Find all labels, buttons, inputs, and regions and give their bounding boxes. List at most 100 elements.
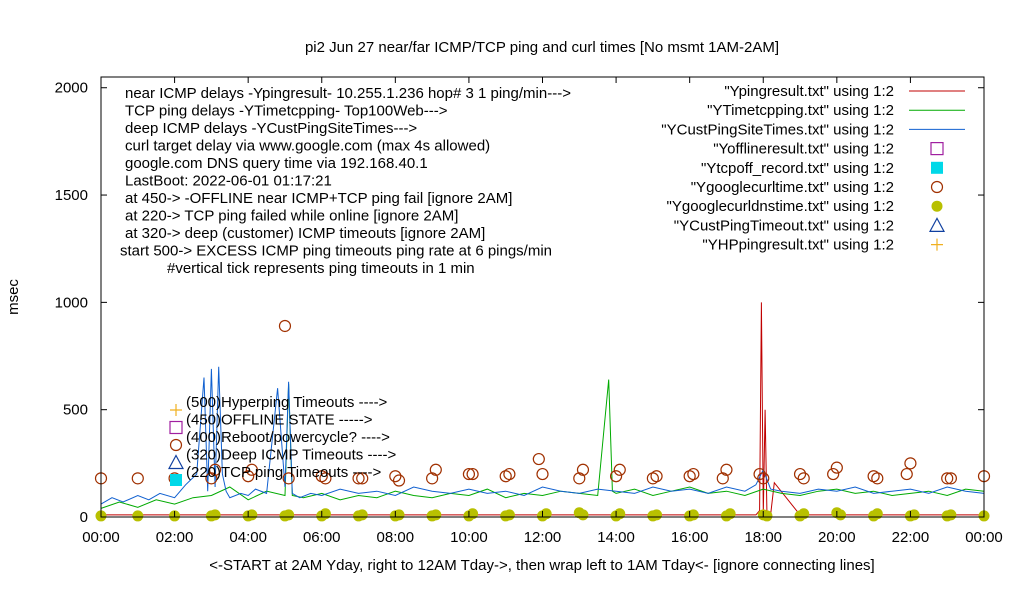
data-point bbox=[650, 470, 663, 483]
legend-label: "YCustPingSiteTimes.txt" using 1:2 bbox=[661, 121, 894, 138]
data-point bbox=[757, 472, 770, 485]
inner-legend-swatch-glyph bbox=[170, 474, 182, 486]
y-tick-label: 500 bbox=[63, 402, 88, 419]
data-point bbox=[687, 509, 699, 521]
inner-legend-swatch bbox=[170, 404, 182, 416]
inner-legend-swatch-glyph bbox=[169, 420, 183, 435]
x-axis: 00:00 02:00 04:00 06:00 08:00 10:00 12:00 14:00… bbox=[82, 77, 1003, 546]
data-point bbox=[205, 472, 218, 485]
inner-legend-label: (320)Deep ICMP Timeouts ----> bbox=[186, 447, 396, 464]
data-point bbox=[503, 467, 516, 481]
series-line-1 bbox=[100, 379, 985, 509]
x-tick-label: 04:00 bbox=[229, 529, 267, 546]
data-point bbox=[430, 509, 442, 521]
x-tick-label: 14:00 bbox=[597, 529, 635, 546]
data-point bbox=[209, 509, 221, 521]
data-point bbox=[687, 467, 700, 481]
x-tick-label: 20:00 bbox=[818, 529, 856, 546]
x-tick-label: 18:00 bbox=[744, 529, 782, 546]
data-point bbox=[131, 472, 144, 485]
data-point bbox=[830, 461, 843, 474]
legend-swatch-glyph bbox=[931, 161, 943, 174]
data-point bbox=[720, 463, 733, 476]
data-point-glyph bbox=[319, 472, 332, 485]
data-point-glyph bbox=[429, 463, 442, 476]
legend-label: "YTimetcpping.txt" using 1:2 bbox=[707, 102, 894, 119]
data-point bbox=[573, 472, 586, 485]
y-tick-label: 1500 bbox=[55, 187, 88, 204]
data-point-glyph bbox=[205, 472, 218, 485]
legend-swatch bbox=[931, 238, 943, 251]
data-point-glyph bbox=[576, 463, 590, 476]
data-point-glyph bbox=[536, 467, 549, 481]
data-point bbox=[724, 508, 736, 520]
inner-legend-label: (220)TCP ping Timeouts ----> bbox=[186, 464, 381, 481]
data-point-glyph bbox=[651, 509, 663, 521]
series-line-2 bbox=[100, 366, 985, 505]
inner-legend-label: (500)Hyperping Timeouts ----> bbox=[186, 394, 388, 411]
data-point bbox=[356, 472, 369, 485]
data-point-glyph bbox=[757, 472, 770, 485]
data-point-glyph bbox=[278, 319, 292, 333]
inner-legend-label: (450)OFFLINE STATE -----> bbox=[186, 412, 373, 429]
data-point-glyph bbox=[941, 472, 954, 485]
legend-swatch bbox=[930, 180, 944, 194]
data-point-glyph bbox=[462, 467, 476, 481]
data-point bbox=[944, 472, 957, 485]
data-point-glyph bbox=[613, 463, 626, 476]
legend-label: "Yofflineresult.txt" using 1:2 bbox=[713, 141, 894, 158]
data-point-glyph bbox=[245, 463, 258, 476]
data-point bbox=[245, 463, 258, 476]
data-point-glyph bbox=[720, 463, 733, 476]
x-tick-label: 10:00 bbox=[450, 529, 488, 546]
note-line: TCP ping delays -YTimetcpping- Top100Web… bbox=[125, 103, 448, 120]
data-point bbox=[798, 508, 810, 520]
data-point bbox=[208, 463, 222, 476]
x-tick-label: 22:00 bbox=[892, 529, 930, 546]
data-point-glyph bbox=[724, 508, 736, 520]
data-point bbox=[945, 509, 957, 521]
data-point-glyph bbox=[716, 472, 729, 485]
data-point-glyph bbox=[532, 452, 545, 466]
data-point-glyph bbox=[466, 467, 479, 481]
data-point-glyph bbox=[835, 509, 847, 521]
data-point-glyph bbox=[871, 508, 883, 520]
note-line: LastBoot: 2022-06-01 01:17:21 bbox=[125, 173, 332, 190]
data-point-glyph bbox=[827, 467, 840, 481]
data-point bbox=[908, 509, 920, 521]
data-point bbox=[462, 467, 476, 481]
inner-legend-label: (400)Reboot/powercycle? ----> bbox=[186, 429, 390, 446]
data-point bbox=[389, 470, 402, 483]
data-point bbox=[835, 509, 847, 521]
data-point bbox=[319, 472, 332, 485]
y-tick-label: 1000 bbox=[55, 294, 88, 311]
x-tick-label: 12:00 bbox=[524, 529, 562, 546]
data-point-glyph bbox=[609, 470, 623, 483]
annotation-notes: near ICMP delays -Ypingresult- 10.255.1.… bbox=[120, 85, 571, 277]
data-point bbox=[793, 467, 807, 481]
data-point bbox=[609, 470, 623, 483]
inner-legend-swatch bbox=[169, 438, 183, 452]
data-point-glyph bbox=[242, 470, 255, 483]
data-point-glyph bbox=[577, 509, 589, 521]
y-tick-label: 2000 bbox=[55, 80, 88, 97]
data-point bbox=[651, 509, 663, 521]
data-point bbox=[613, 463, 626, 476]
legend-swatch bbox=[928, 217, 946, 232]
data-point bbox=[132, 510, 144, 522]
data-point-glyph bbox=[650, 470, 663, 483]
data-point bbox=[356, 509, 368, 521]
data-point bbox=[282, 472, 295, 485]
data-point-glyph bbox=[904, 457, 917, 470]
data-point bbox=[716, 472, 729, 485]
data-point-glyph bbox=[753, 467, 766, 481]
note-line: curl target delay via www.google.com (ma… bbox=[125, 138, 490, 155]
data-point-glyph bbox=[687, 467, 700, 481]
data-point bbox=[393, 509, 405, 521]
x-tick-label: 00:00 bbox=[965, 529, 1003, 546]
data-point-glyph bbox=[871, 472, 884, 485]
legend-label: "Ytcpoff_record.txt" using 1:2 bbox=[701, 160, 894, 177]
legend-swatch bbox=[931, 200, 943, 212]
data-point-glyph bbox=[503, 467, 516, 481]
